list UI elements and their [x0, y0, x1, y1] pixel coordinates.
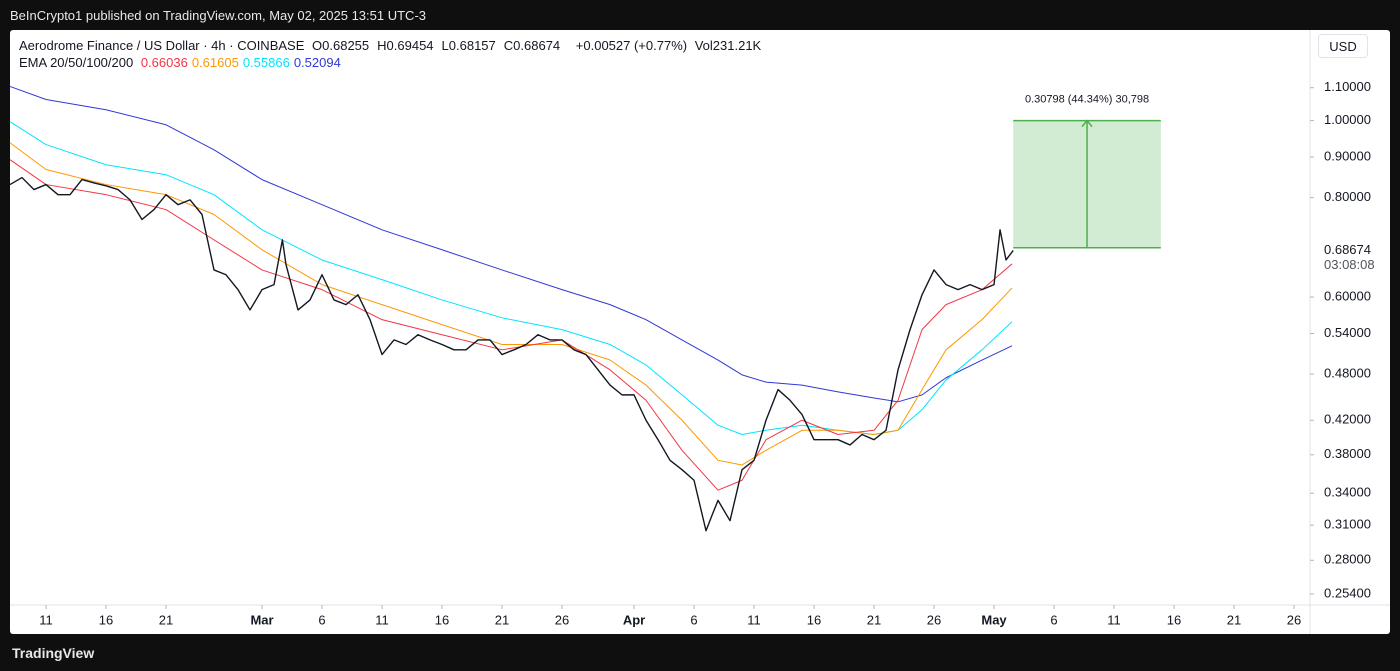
ohlc-key: O	[312, 38, 323, 53]
ema-value: 0.61605	[191, 55, 239, 70]
y-tick-label: 0.90000	[1324, 148, 1371, 163]
y-tick-label: 0.38000	[1324, 446, 1371, 461]
volume-key: Vol	[694, 38, 713, 53]
y-tick-label: 1.10000	[1324, 79, 1371, 94]
y-tick-label: 1.00000	[1324, 112, 1371, 127]
price-line	[9, 176, 1014, 532]
ema-value: 0.66036	[140, 55, 188, 70]
y-tick-label: 0.48000	[1324, 366, 1371, 381]
ohlc-value: 0.69454	[386, 38, 434, 53]
measure-label: 0.30798 (44.34%) 30,798	[1025, 94, 1149, 106]
countdown: 03:08:08	[1324, 257, 1375, 272]
ohlc-value: 0.68157	[448, 38, 496, 53]
y-tick-label: 0.42000	[1324, 412, 1371, 427]
x-tick-label: 11	[1107, 612, 1121, 627]
y-tick-label: 0.60000	[1324, 288, 1371, 303]
y-tick-label: 0.80000	[1324, 189, 1371, 204]
y-tick-label: 0.34000	[1324, 485, 1371, 500]
x-tick-label: 16	[435, 612, 449, 627]
publish-info: BeInCrypto1 published on TradingView.com…	[10, 8, 426, 23]
ohlc-item: O0.68255	[312, 38, 373, 53]
chart-panel	[10, 30, 1390, 634]
x-tick-label: 16	[99, 612, 113, 627]
brand: TradingView	[12, 645, 95, 661]
x-tick-label: 11	[375, 612, 389, 627]
x-tick-label: 21	[1227, 612, 1241, 627]
ema-row: EMA 20/50/100/200 0.66036 0.61605 0.55866 0…	[19, 54, 765, 71]
symbol: Aerodrome Finance / US Dollar · 4h · COI…	[19, 38, 305, 53]
ohlc-key: C	[503, 38, 514, 53]
ohlc-value: 0.68674	[513, 38, 561, 53]
ohlc-value: 0.68255	[322, 38, 370, 53]
x-tick-label: 26	[927, 612, 941, 627]
y-tick-label: 0.28000	[1324, 552, 1371, 567]
x-tick-label: 16	[807, 612, 821, 627]
x-tick-label: 11	[747, 612, 761, 627]
price-line	[9, 159, 1013, 491]
ohlc-item: L0.68157	[442, 38, 500, 53]
ohlc-key: L	[441, 38, 449, 53]
x-tick-label: 6	[690, 612, 697, 627]
x-tick-label: 26	[1287, 612, 1301, 627]
x-tick-label: 21	[495, 612, 509, 627]
x-tick-label: 6	[318, 612, 325, 627]
x-tick-label: Apr	[623, 612, 645, 627]
x-tick-label: 16	[1167, 612, 1181, 627]
x-tick-label: Mar	[250, 612, 273, 627]
price-line	[9, 121, 1013, 436]
y-tick-label: 0.25400	[1324, 585, 1371, 600]
price-line	[9, 142, 1013, 466]
y-tick-label: 0.31000	[1324, 517, 1371, 532]
ema-label: EMA 20/50/100/200	[19, 55, 134, 70]
price-line	[9, 85, 1013, 403]
x-tick-label: 21	[159, 612, 173, 627]
ohlc-key: H	[377, 38, 387, 53]
volume: 231.21K	[712, 38, 762, 53]
ohlc: O0.68255 H0.69454 L0.68157 C0.68674	[312, 38, 568, 53]
ema-value: 0.55866	[242, 55, 290, 70]
change: +0.00527 (+0.77%)	[575, 38, 688, 53]
x-tick-label: 26	[555, 612, 569, 627]
ohlc-item: H0.69454	[377, 38, 437, 53]
x-tick-label: 6	[1050, 612, 1057, 627]
x-tick-label: 11	[39, 612, 53, 627]
ohlc-item: C0.68674	[504, 38, 564, 53]
currency-button[interactable]: USD	[1318, 34, 1368, 58]
x-tick-label: May	[981, 612, 1007, 627]
symbol-row: Aerodrome Finance / US Dollar · 4h · COI…	[19, 37, 765, 54]
legend: Aerodrome Finance / US Dollar · 4h · COI…	[19, 37, 765, 71]
y-tick-label: 0.54000	[1324, 325, 1371, 340]
x-tick-label: 21	[867, 612, 881, 627]
measure-arrow	[1081, 119, 1093, 248]
ema-value: 0.52094	[293, 55, 341, 70]
last-price-label: 0.68674	[1324, 242, 1371, 257]
